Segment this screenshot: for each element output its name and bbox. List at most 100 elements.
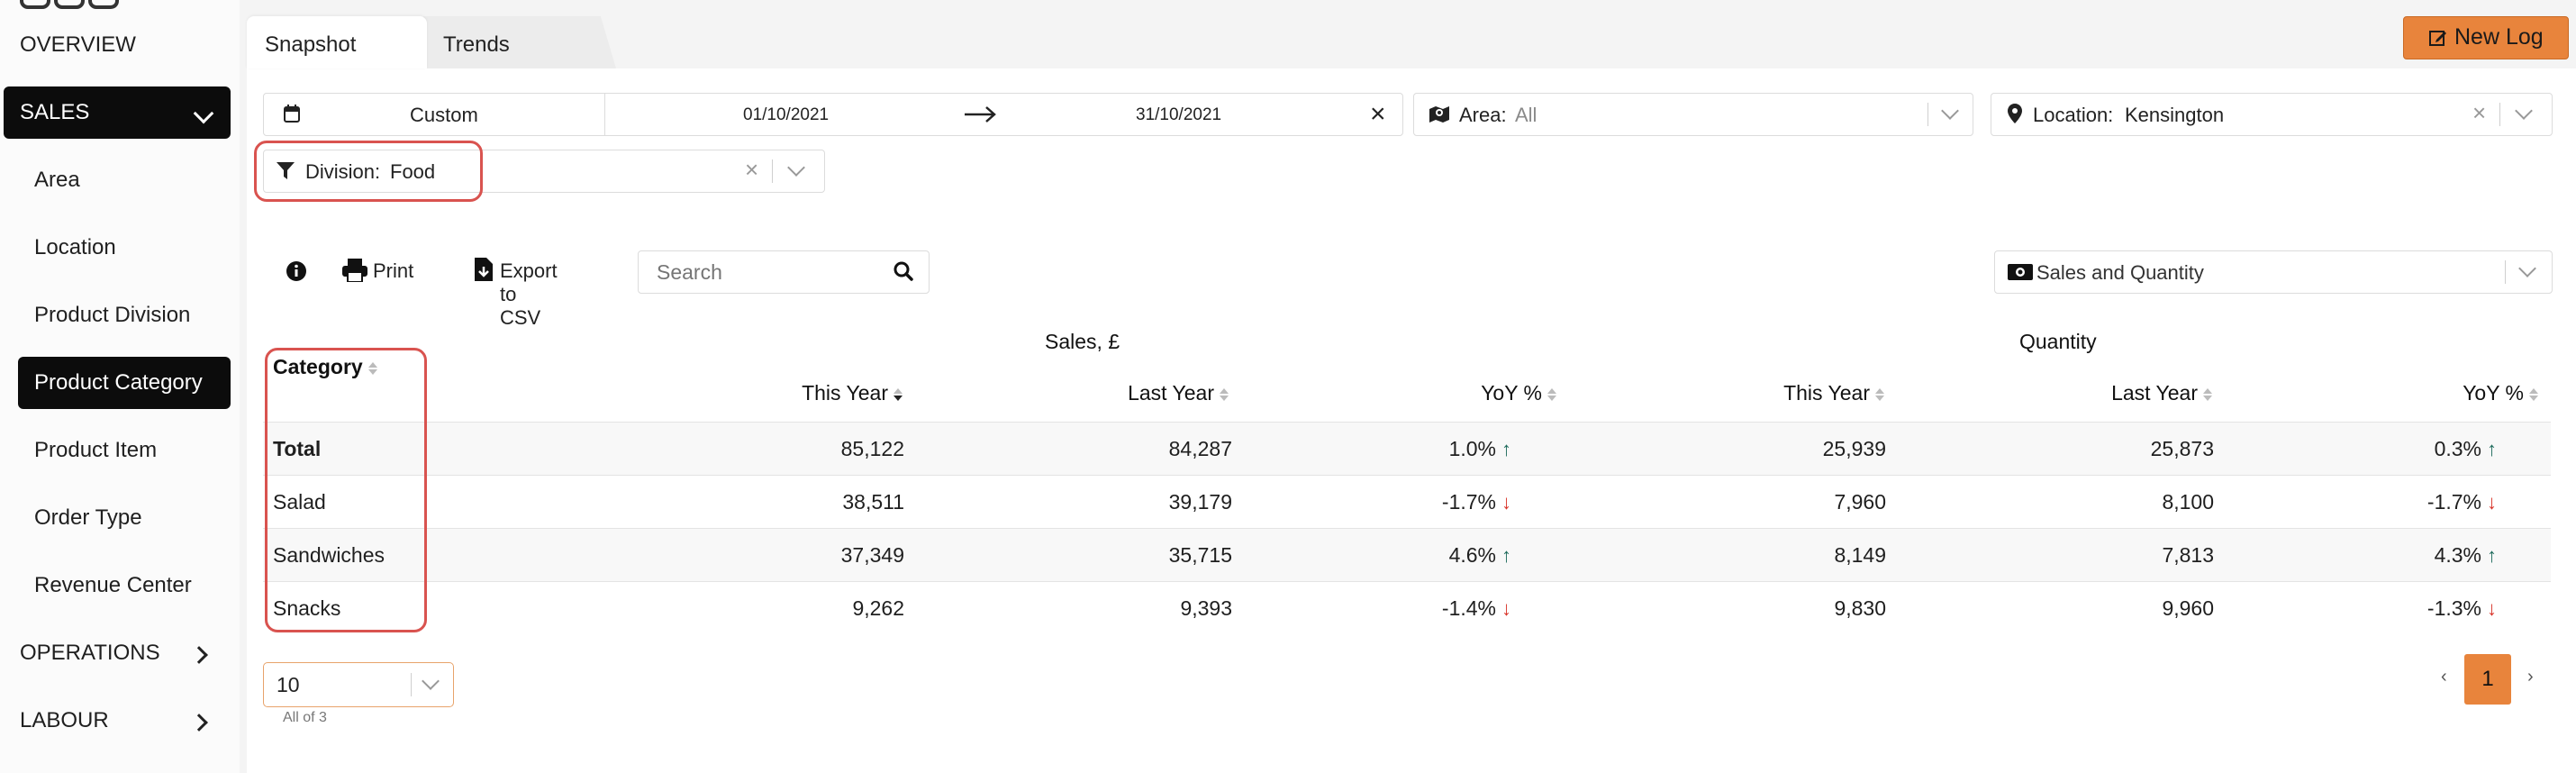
column-header-sales-yoy[interactable]: YoY %	[1374, 381, 1556, 405]
tab-trends-label: Trends	[443, 32, 510, 57]
sort-icon	[1547, 387, 1556, 401]
sales-yoy-cell: -1.7% ↓	[1331, 490, 1511, 514]
divider	[772, 159, 773, 183]
division-select[interactable]: Division: Food ×	[263, 150, 825, 193]
column-header-category[interactable]: Category	[273, 355, 377, 379]
column-header-label: YoY %	[2463, 381, 2524, 405]
column-header-label: Last Year	[2111, 381, 2198, 405]
sidebar-item-product-division[interactable]: Product Division	[34, 303, 191, 327]
page-1-button[interactable]: 1	[2464, 654, 2511, 705]
chevron-down-icon	[787, 159, 805, 177]
cell-value: 9,262	[852, 596, 904, 620]
qty-yoy-cell: -1.7% ↓	[2317, 490, 2497, 514]
column-header-sales-this-year[interactable]: This Year	[721, 381, 903, 405]
cell-value: 38,511	[842, 490, 904, 514]
cell-value: -1.7%	[2426, 490, 2481, 514]
area-select[interactable]: Area: All	[1413, 93, 1973, 136]
map-icon	[1429, 106, 1449, 123]
qty-ly-cell: 25,873	[2034, 437, 2214, 461]
sales-ty-cell: 9,262	[724, 596, 904, 621]
highlight-category-column	[265, 348, 427, 632]
arrow-down-icon: ↓	[1501, 597, 1511, 620]
arrow-up-icon: ↑	[1501, 438, 1511, 460]
category-cell: Sandwiches	[273, 543, 385, 567]
start-date-input[interactable]: 01/10/2021	[743, 105, 830, 124]
sidebar-item-product-category[interactable]: Product Category	[18, 357, 231, 409]
column-header-qty-this-year[interactable]: This Year	[1702, 381, 1884, 405]
view-select[interactable]: Sales and Quantity	[1994, 250, 2553, 294]
sales-ty-cell: 85,122	[724, 437, 904, 461]
search-box[interactable]	[638, 250, 930, 294]
chevron-down-icon	[2518, 259, 2536, 277]
division-label: Division:	[305, 160, 381, 183]
arrow-down-icon: ↓	[2487, 597, 2497, 620]
arrow-up-icon: ↑	[2487, 438, 2497, 460]
sales-yoy-cell: -1.4% ↓	[1331, 596, 1511, 621]
sidebar-item-product-item[interactable]: Product Item	[34, 438, 158, 462]
chevron-down-icon	[193, 103, 214, 124]
chevron-down-icon	[2515, 102, 2533, 120]
end-date-input[interactable]: 31/10/2021	[1136, 105, 1222, 124]
table-row: Snacks 9,262 9,393 -1.4% ↓ 9,830 9,960 -1.3% ↓	[263, 581, 2551, 634]
category-cell: Salad	[273, 490, 326, 514]
qty-ly-cell: 8,100	[2034, 490, 2214, 514]
new-log-button[interactable]: New Log	[2403, 16, 2569, 59]
column-header-qty-yoy[interactable]: YoY %	[2356, 381, 2538, 405]
sales-ty-cell: 37,349	[724, 543, 904, 568]
qty-ty-cell: 9,830	[1706, 596, 1886, 621]
page-size-value: 10	[277, 673, 300, 696]
table-row: Sandwiches 37,349 35,715 4.6% ↑ 8,149 7,813 4.3…	[263, 528, 2551, 581]
cell-value: 9,393	[1180, 596, 1232, 620]
location-pin-icon	[2008, 104, 2022, 123]
cell-value: 7,960	[1834, 490, 1886, 514]
tab-trends[interactable]: Trends	[423, 16, 616, 68]
search-input[interactable]	[655, 259, 884, 286]
nav-labour[interactable]: LABOUR	[20, 708, 109, 732]
sales-yoy-cell: 1.0% ↑	[1331, 437, 1511, 461]
cell-value: 84,287	[1168, 437, 1232, 460]
nav-overview[interactable]: OVERVIEW	[20, 32, 136, 57]
sidebar-item-order-type[interactable]: Order Type	[34, 505, 142, 530]
area-label: Area:	[1459, 104, 1507, 126]
next-page-button[interactable]: ›	[2527, 667, 2534, 687]
nav-sales[interactable]: SALES	[4, 86, 231, 139]
info-icon[interactable]	[286, 260, 307, 282]
search-icon[interactable]	[893, 261, 913, 281]
new-log-label: New Log	[2454, 24, 2544, 50]
column-header-label: This Year	[1783, 381, 1870, 405]
column-header-label: YoY %	[1481, 381, 1542, 405]
record-count: All of 3	[283, 710, 327, 725]
sidebar-item-location[interactable]: Location	[34, 235, 116, 259]
qty-ty-cell: 7,960	[1706, 490, 1886, 514]
prev-page-button[interactable]: ‹	[2441, 667, 2447, 687]
location-value: Kensington	[2125, 104, 2225, 126]
clear-date-icon[interactable]: ×	[1370, 99, 1386, 129]
cell-value: 4.6%	[1448, 543, 1496, 567]
tab-snapshot[interactable]: Snapshot	[247, 16, 427, 68]
calendar-icon	[284, 105, 300, 123]
sort-icon	[1220, 387, 1229, 401]
group-header-quantity: Quantity	[2019, 330, 2097, 353]
sidebar: OVERVIEW SALES Area Location Product Div…	[0, 0, 240, 773]
location-select[interactable]: Location: Kensington ×	[1991, 93, 2553, 136]
cell-value: 0.3%	[2434, 437, 2481, 460]
division-value: Food	[390, 160, 436, 183]
highlight-division	[254, 141, 483, 202]
date-mode-select[interactable]: Custom	[410, 104, 478, 126]
column-header-sales-last-year[interactable]: Last Year	[1047, 381, 1229, 405]
nav-operations[interactable]: OPERATIONS	[20, 641, 160, 665]
clear-division-icon[interactable]: ×	[745, 156, 759, 183]
sidebar-item-area[interactable]: Area	[34, 168, 80, 192]
clear-location-icon[interactable]: ×	[2472, 99, 2487, 126]
qty-ty-cell: 25,939	[1706, 437, 1886, 461]
sidebar-item-revenue-center[interactable]: Revenue Center	[34, 573, 192, 597]
column-header-qty-last-year[interactable]: Last Year	[2030, 381, 2212, 405]
arrow-down-icon: ↓	[1501, 491, 1511, 514]
date-range-filter: Custom 01/10/2021 31/10/2021 ×	[263, 93, 1403, 136]
qty-ly-cell: 9,960	[2034, 596, 2214, 621]
page-size-select[interactable]: 10	[263, 662, 454, 707]
cell-value: 9,960	[2162, 596, 2214, 620]
sales-yoy-cell: 4.6% ↑	[1331, 543, 1511, 568]
qty-ly-cell: 7,813	[2034, 543, 2214, 568]
money-icon	[2008, 264, 2033, 280]
